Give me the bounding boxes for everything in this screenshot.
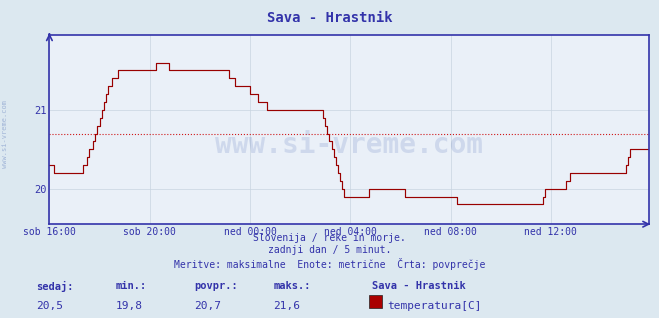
Text: 20,5: 20,5 (36, 301, 63, 311)
Text: maks.:: maks.: (273, 281, 311, 291)
Text: Meritve: maksimalne  Enote: metrične  Črta: povprečje: Meritve: maksimalne Enote: metrične Črta… (174, 258, 485, 270)
Text: temperatura[C]: temperatura[C] (387, 301, 481, 311)
Text: www.si-vreme.com: www.si-vreme.com (215, 131, 483, 159)
Text: Slovenija / reke in morje.: Slovenija / reke in morje. (253, 233, 406, 243)
Text: zadnji dan / 5 minut.: zadnji dan / 5 minut. (268, 245, 391, 255)
Text: Sava - Hrastnik: Sava - Hrastnik (372, 281, 466, 291)
Text: min.:: min.: (115, 281, 146, 291)
Text: 19,8: 19,8 (115, 301, 142, 311)
Text: Sava - Hrastnik: Sava - Hrastnik (267, 11, 392, 25)
Text: 20,7: 20,7 (194, 301, 221, 311)
Text: sedaj:: sedaj: (36, 281, 74, 293)
Text: www.si-vreme.com: www.si-vreme.com (2, 100, 9, 168)
Text: 21,6: 21,6 (273, 301, 301, 311)
Text: povpr.:: povpr.: (194, 281, 238, 291)
